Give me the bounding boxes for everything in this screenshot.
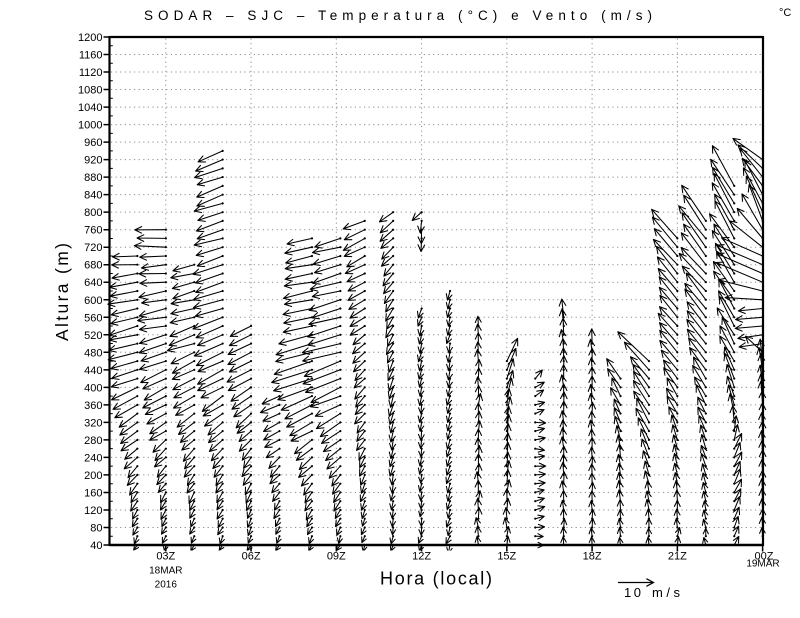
svg-text:760: 760 (84, 225, 102, 237)
svg-text:520: 520 (84, 330, 102, 342)
svg-text:19MAR: 19MAR (746, 559, 779, 570)
svg-text:09Z: 09Z (327, 551, 346, 563)
svg-text:80: 80 (90, 523, 102, 535)
svg-text:800: 800 (84, 207, 102, 219)
svg-text:240: 240 (84, 452, 102, 464)
svg-text:920: 920 (84, 155, 102, 167)
svg-text:1000: 1000 (78, 120, 102, 132)
svg-text:40: 40 (90, 540, 102, 552)
svg-text:1200: 1200 (78, 32, 102, 44)
svg-text:480: 480 (84, 347, 102, 359)
svg-text:m/s: m/s (652, 585, 681, 600)
svg-text:280: 280 (84, 435, 102, 447)
svg-text:720: 720 (84, 242, 102, 254)
svg-text:Hora (local): Hora (local) (380, 569, 492, 589)
svg-text:°C: °C (779, 7, 791, 19)
svg-text:18MAR: 18MAR (149, 566, 182, 577)
svg-text:600: 600 (84, 295, 102, 307)
svg-text:960: 960 (84, 137, 102, 149)
svg-text:2016: 2016 (155, 580, 178, 591)
svg-text:1120: 1120 (79, 67, 103, 79)
svg-text:1040: 1040 (78, 102, 102, 114)
svg-text:160: 160 (84, 487, 102, 499)
svg-text:1080: 1080 (78, 85, 102, 97)
svg-text:200: 200 (84, 470, 102, 482)
svg-text:12Z: 12Z (412, 551, 431, 563)
svg-text:03Z: 03Z (156, 551, 175, 563)
svg-text:Altura (m): Altura (m) (52, 243, 72, 341)
svg-text:00Z: 00Z (755, 551, 774, 563)
svg-text:1160: 1160 (79, 50, 103, 62)
svg-text:360: 360 (84, 400, 102, 412)
svg-text:18Z: 18Z (583, 551, 602, 563)
svg-text:560: 560 (84, 312, 102, 324)
svg-text:640: 640 (84, 277, 102, 289)
svg-text:21Z: 21Z (668, 551, 687, 563)
svg-text:440: 440 (84, 365, 102, 377)
svg-text:15Z: 15Z (497, 551, 516, 563)
svg-text:120: 120 (84, 505, 102, 517)
svg-text:880: 880 (84, 172, 102, 184)
svg-text:840: 840 (84, 190, 102, 202)
svg-text:680: 680 (84, 260, 102, 272)
svg-text:320: 320 (84, 417, 102, 429)
svg-text:06Z: 06Z (242, 551, 261, 563)
svg-text:400: 400 (84, 382, 102, 394)
